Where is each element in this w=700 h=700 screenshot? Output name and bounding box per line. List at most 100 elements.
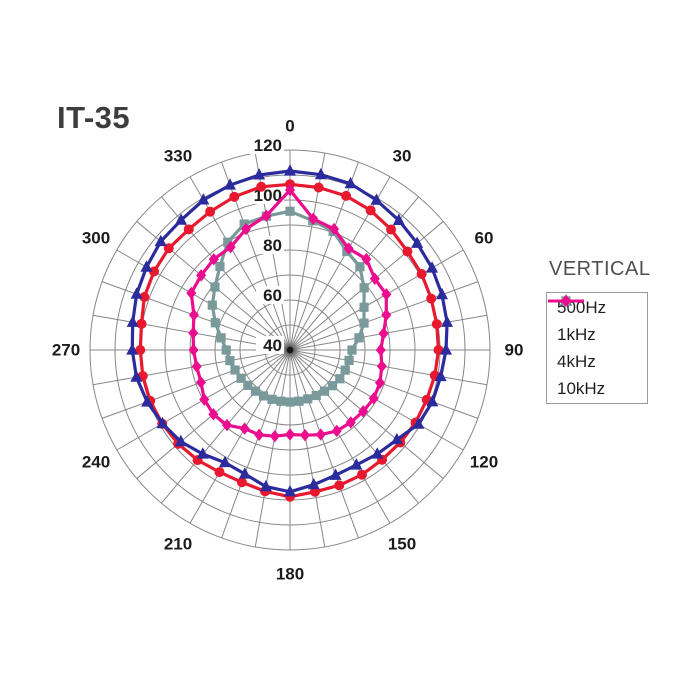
diamond-marker-icon [561,294,571,308]
legend-item-1khz: 1kHz [548,294,647,348]
diamond-marker-icon [345,416,356,429]
square-marker-icon [327,381,338,391]
angle-axis-label: 240 [82,453,110,472]
legend-sample-10khz [548,294,584,308]
triangle-marker-icon [156,416,169,429]
angle-axis-label: 330 [164,147,192,166]
triangle-marker-icon [314,167,327,180]
square-marker-icon [239,219,249,229]
diamond-marker-icon [188,343,199,357]
diamond-marker-icon [368,392,379,405]
circle-marker-icon [183,224,194,235]
diamond-marker-icon [199,393,210,406]
diamond-marker-icon [225,240,236,254]
diamond-marker-icon [239,422,250,435]
circle-marker-icon [334,480,345,491]
triangle-marker-icon [253,168,266,180]
diamond-marker-icon [254,428,265,442]
grid-spoke [289,349,326,548]
angle-axis-label: 120 [470,453,498,472]
diamond-marker-icon [208,253,219,266]
circle-marker-icon [205,206,216,217]
triangle-marker-icon [426,395,439,407]
diamond-marker-icon [300,428,311,442]
triangle-marker-icon [441,315,454,327]
square-marker-icon [230,365,240,375]
legend-title: VERTICAL [549,258,651,280]
circle-marker-icon [236,477,247,488]
triangle-marker-icon [412,417,425,429]
triangle-marker-icon [411,236,424,248]
triangle-marker-icon [223,178,236,190]
diamond-marker-icon [240,222,251,236]
circle-marker-icon [313,182,324,193]
square-marker-icon [340,365,350,375]
square-marker-icon [354,333,364,343]
legend-label: 1kHz [557,324,596,344]
diamond-marker-icon [358,405,369,418]
diamond-marker-icon [381,308,392,322]
circle-marker-icon [402,246,413,257]
radial-label-backdrop [246,136,284,154]
grid-spoke [289,349,359,539]
circle-marker-icon [341,190,352,201]
triangle-marker-icon [238,467,251,479]
triangle-marker-icon [141,395,154,407]
triangle-marker-icon [307,477,320,490]
triangle-marker-icon [426,261,439,273]
grid-spoke [101,349,291,419]
circle-marker-icon [386,224,397,235]
diamond-marker-icon [329,222,340,236]
square-marker-icon [359,302,369,312]
legend-box: 500Hz 1kHz 4kHz 10kHz [546,292,648,404]
triangle-marker-icon [370,193,383,205]
square-marker-icon [276,396,286,406]
diamond-marker-icon [378,327,389,340]
grid-spoke [289,314,488,351]
triangle-marker-icon [130,287,143,299]
diamond-marker-icon [361,252,372,266]
diamond-marker-icon [269,429,280,443]
diamond-marker-icon [191,360,202,373]
triangle-marker-icon [259,479,272,492]
circle-marker-icon [310,486,321,497]
radial-label-backdrop [256,286,284,304]
square-marker-icon [359,318,369,328]
triangle-marker-icon [197,193,210,205]
square-marker-icon [359,283,369,293]
square-marker-icon [236,373,246,383]
triangle-marker-icon [344,176,357,189]
triangle-marker-icon [284,484,296,497]
grid-spoke [289,349,488,386]
square-marker-icon [221,345,231,355]
angle-axis-labels: 0 30 60 90 120 150 180 210 240 270 300 330 [52,117,524,584]
grid-spoke [289,349,444,479]
triangle-marker-icon [140,260,153,272]
square-marker-icon [303,394,313,404]
diamond-marker-icon [308,212,319,225]
square-marker-icon [285,206,295,216]
radial-axis-label: 40 [263,336,282,355]
triangle-marker-icon [390,432,403,445]
series-4khz [207,206,369,407]
diamond-marker-icon [188,326,199,340]
square-marker-icon [207,300,217,310]
legend-label: 4kHz [557,351,596,371]
square-marker-icon [267,394,277,404]
diamond-marker-icon [261,209,272,223]
square-marker-icon [243,380,253,390]
diamond-marker-icon [186,286,197,300]
grid-spoke [289,349,419,504]
radial-axis-label: 80 [263,236,282,255]
square-marker-icon [215,261,225,272]
radial-axis-label: 120 [254,136,282,155]
triangle-marker-icon [371,447,384,459]
diamond-marker-icon [285,428,295,441]
diamond-marker-icon [375,343,386,357]
diamond-marker-icon [376,359,387,373]
grid-spoke [189,176,291,351]
series-10khz [186,183,392,443]
diamond-marker-icon [195,376,206,389]
